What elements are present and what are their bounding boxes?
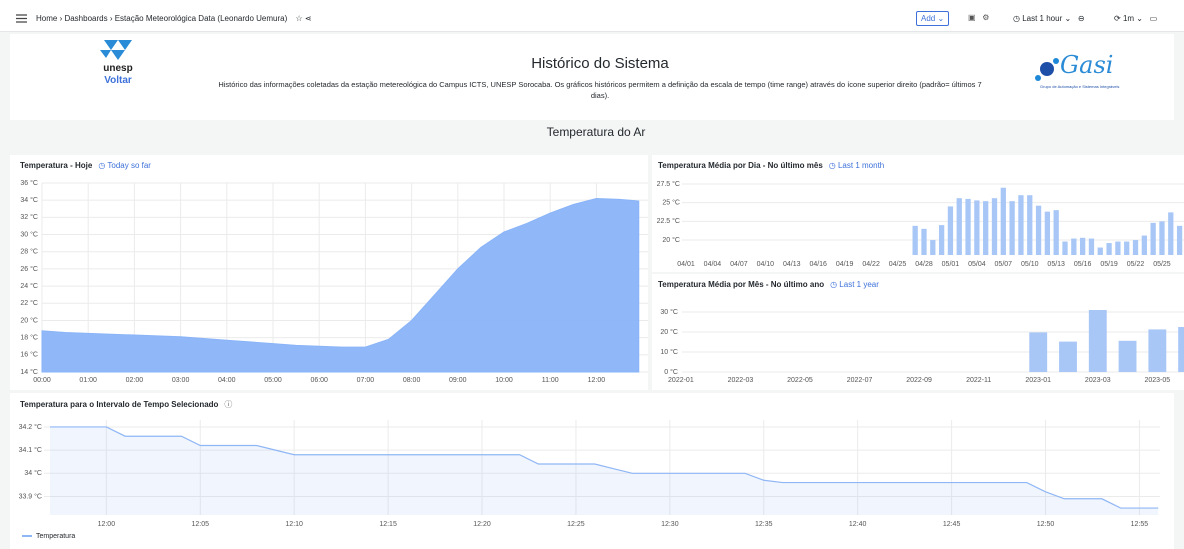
legend[interactable]: Temperatura xyxy=(22,533,75,540)
unesp-text: unesp xyxy=(103,63,133,74)
description: Histórico das informações coletadas da e… xyxy=(218,80,982,100)
time-picker[interactable]: ◷ Last 1 hour ⌄ ⊖ xyxy=(1013,14,1085,23)
panel-title: Temperatura Média por Dia - No último mê… xyxy=(658,161,884,170)
title-text: Temperatura Média por Dia - No último mê… xyxy=(658,161,823,170)
gasi-text: Gasi xyxy=(1060,51,1114,79)
refresh-label: 1m xyxy=(1122,14,1135,23)
time-range[interactable]: ◷ Today so far xyxy=(98,161,151,170)
time-picker-label: Last 1 hour xyxy=(1022,14,1063,23)
icons[interactable]: ▣ ⚙ xyxy=(968,13,990,22)
title-text: Temperatura para o Intervalo de Tempo Se… xyxy=(20,400,219,409)
row-title: Temperatura do Ar xyxy=(546,125,646,139)
panel: Temperatura Média por Mês - No último an… xyxy=(652,274,1184,390)
breadcrumb[interactable]: Home xyxy=(36,14,58,23)
header-panel: unesp Voltar Histórico do Sistema Histór… xyxy=(10,34,1174,120)
gasi-mark xyxy=(1035,58,1059,81)
menu-icon[interactable] xyxy=(16,14,28,23)
breadcrumb[interactable]: Estação Meteorológica Data (Leonardo Uem… xyxy=(114,14,288,23)
time-range-text: Today so far xyxy=(107,161,151,170)
back-link[interactable]: Voltar xyxy=(104,75,132,86)
time-range-text: Last 1 month xyxy=(837,161,885,170)
title-text: Temperatura - Hoje xyxy=(20,161,93,170)
top-bar: Home › Dashboards › Estação Meteorológic… xyxy=(0,0,1184,32)
panel: Temperatura para o Intervalo de Tempo Se… xyxy=(10,393,1174,549)
panel: Temperatura Média por Dia - No último mê… xyxy=(652,155,1184,272)
gasi-caption: Grupo de Automação e Sistemas Integrávei… xyxy=(1040,84,1120,89)
panel-title: Temperatura para o Intervalo de Tempo Se… xyxy=(20,400,233,409)
title-text: Temperatura Média por Mês - No último an… xyxy=(658,280,825,289)
unesp-logo xyxy=(100,40,132,60)
legend-label: Temperatura xyxy=(36,533,76,540)
refresh[interactable]: ⟳ 1m ⌄ ▭ xyxy=(1114,14,1158,23)
add-label: Add xyxy=(921,14,936,23)
panel-title: Temperatura - Hoje ◷ Today so far xyxy=(20,161,151,170)
time-range[interactable]: ◷ Last 1 year xyxy=(830,280,879,289)
panel-title: Temperatura Média por Mês - No último an… xyxy=(658,280,879,289)
breadcrumb[interactable]: Dashboards xyxy=(64,14,108,23)
dashboard-title: Histórico do Sistema xyxy=(531,55,669,72)
breadcrumbs: Home › Dashboards › Estação Meteorológic… xyxy=(36,14,312,23)
panel: Temperatura - Hoje ◷ Today so far xyxy=(10,155,648,390)
add-button[interactable]: Add ⌄ xyxy=(916,11,950,26)
time-range[interactable]: ◷ Last 1 month xyxy=(828,161,885,170)
time-range-text: Last 1 year xyxy=(839,280,879,289)
